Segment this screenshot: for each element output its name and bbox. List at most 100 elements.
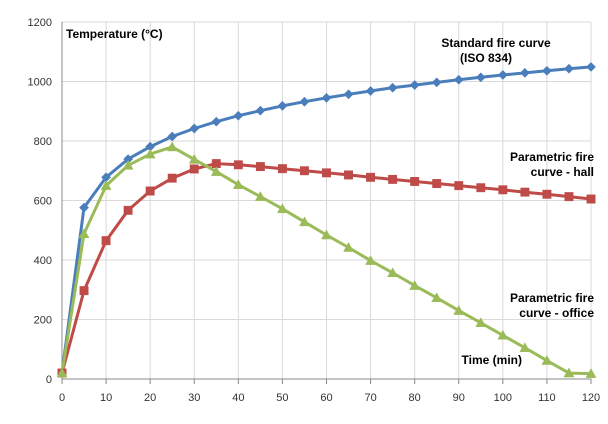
x-tick-label: 80 (409, 392, 421, 404)
data-point (188, 153, 200, 164)
data-point (343, 89, 354, 100)
data-point (586, 61, 596, 72)
series-label-2: Parametric fire (510, 291, 594, 305)
series-label-1: curve - hall (531, 165, 594, 179)
data-point (585, 368, 597, 378)
data-point (322, 168, 331, 178)
x-tick-label: 20 (144, 392, 156, 404)
data-point (299, 216, 310, 227)
data-point (410, 177, 420, 186)
data-point (453, 74, 464, 85)
data-point (409, 80, 420, 91)
data-point (454, 181, 464, 191)
data-point (79, 202, 89, 213)
axes (61, 22, 592, 384)
data-point (365, 86, 376, 96)
data-point (387, 267, 399, 278)
data-point (145, 186, 155, 196)
data-point (343, 241, 354, 252)
y-tick-label: 0 (46, 374, 52, 386)
data-point (233, 160, 243, 170)
data-point (475, 72, 486, 83)
series-label-0: (ISO 834) (460, 51, 512, 65)
x-tick-label: 40 (232, 392, 244, 404)
y-axis-title: Temperature (°C) (66, 27, 163, 41)
data-point (476, 183, 486, 193)
x-tick-label: 100 (494, 392, 512, 404)
data-point (233, 110, 244, 121)
data-point (520, 187, 530, 197)
data-point (78, 228, 90, 239)
x-tick-label: 0 (59, 392, 65, 404)
data-point (167, 131, 178, 142)
data-point (189, 123, 200, 134)
series-label-2: curve - office (519, 306, 594, 320)
data-point (366, 172, 376, 182)
data-point (586, 194, 596, 204)
data-point (497, 329, 509, 340)
data-point (497, 70, 508, 80)
y-tick-label: 800 (34, 136, 52, 148)
data-point (300, 166, 309, 176)
data-point (541, 355, 553, 365)
data-point (431, 292, 443, 303)
data-point (144, 148, 156, 159)
data-point (387, 82, 398, 93)
annotations: Temperature (°C) Time (min) Standard fire … (66, 27, 594, 367)
data-point (189, 164, 199, 174)
x-tick-label: 70 (364, 392, 376, 404)
data-point (255, 105, 266, 116)
data-point (409, 280, 421, 290)
grid-lines (62, 21, 592, 379)
data-point (453, 305, 465, 315)
y-tick-label: 1000 (28, 77, 52, 89)
series-markers (56, 61, 597, 379)
data-point (210, 166, 222, 176)
x-axis-title: Time (min) (462, 353, 522, 367)
data-point (123, 205, 133, 215)
data-point (498, 185, 508, 195)
data-point (254, 191, 266, 201)
data-point (122, 159, 134, 170)
tick-labels: 0 200 400 600 800 1000 1200 0 10 20 30 40 50 60 70 80 90… (28, 17, 601, 404)
series-label-0: Standard fire curve (441, 36, 551, 50)
data-point (432, 179, 442, 188)
data-point (79, 286, 89, 296)
y-tick-label: 1200 (28, 17, 52, 29)
data-point (321, 92, 332, 103)
data-point (321, 229, 332, 240)
data-point (166, 141, 178, 152)
data-point (100, 180, 112, 190)
data-point (167, 173, 177, 183)
series-label-1: Parametric fire (510, 150, 594, 164)
data-point (519, 67, 530, 78)
data-point (564, 192, 574, 202)
data-point (563, 367, 575, 378)
data-point (431, 77, 442, 88)
data-point (388, 174, 398, 184)
data-point (101, 236, 111, 246)
x-tick-label: 110 (538, 392, 556, 404)
x-tick-label: 30 (188, 392, 200, 404)
data-point (211, 116, 222, 127)
data-point (519, 342, 531, 353)
data-point (564, 63, 574, 74)
x-tick-label: 120 (582, 392, 600, 404)
data-point (475, 317, 487, 328)
data-point (542, 189, 552, 199)
data-point (56, 367, 68, 378)
data-point (277, 164, 287, 174)
data-point (255, 162, 265, 172)
x-tick-label: 60 (320, 392, 332, 404)
data-point (541, 65, 552, 76)
data-point (277, 100, 288, 111)
data-point (232, 179, 244, 189)
data-point (344, 170, 353, 180)
y-tick-label: 400 (34, 255, 52, 267)
data-point (365, 255, 377, 265)
x-tick-label: 90 (453, 392, 465, 404)
data-point (276, 203, 288, 214)
